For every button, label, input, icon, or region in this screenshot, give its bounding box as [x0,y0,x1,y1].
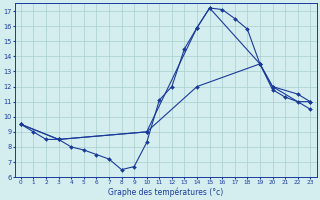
X-axis label: Graphe des températures (°c): Graphe des températures (°c) [108,187,223,197]
